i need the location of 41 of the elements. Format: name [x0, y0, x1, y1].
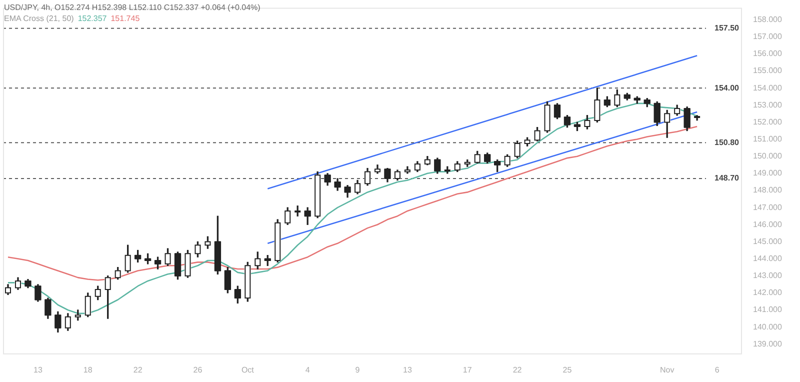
- y-tick-label: 147.000: [753, 202, 782, 212]
- x-tick-label: 18: [83, 365, 93, 374]
- x-tick-label: 6: [714, 365, 720, 374]
- ref-line-label: 150.80: [714, 138, 740, 147]
- y-tick-label: 140.000: [753, 322, 782, 332]
- y-tick-label: 145.000: [753, 236, 782, 246]
- y-tick-label: 144.000: [753, 254, 782, 263]
- x-tick-label: Nov: [660, 365, 674, 374]
- y-tick-label: 158.000: [753, 14, 782, 24]
- y-tick-label: 150.000: [753, 152, 782, 161]
- x-tick-label: 4: [305, 365, 310, 374]
- x-tick-label: 22: [133, 365, 143, 374]
- annotation: EMA Cross (21, 50): [4, 14, 74, 23]
- y-tick-label: 142.000: [753, 288, 782, 298]
- x-tick-label: 13: [403, 365, 412, 374]
- annotation: 151.745: [110, 14, 140, 23]
- x-tick-label: 22: [512, 365, 522, 374]
- y-tick-label: 157.000: [753, 32, 782, 42]
- x-tick-label: 25: [562, 365, 572, 374]
- x-tick-label: 17: [462, 365, 472, 374]
- y-tick-label: 149.000: [753, 168, 782, 178]
- x-tick-label: 9: [355, 365, 360, 374]
- y-tick-label: 148.000: [753, 186, 782, 195]
- y-tick-label: 143.000: [753, 271, 782, 280]
- y-tick-label: 141.000: [753, 305, 782, 314]
- x-tick-label: 13: [34, 365, 43, 374]
- y-tick-label: 146.000: [753, 220, 782, 229]
- ref-line-label: 154.00: [714, 83, 740, 92]
- ref-line-label: 157.50: [714, 23, 740, 32]
- ref-line-label: 148.70: [714, 174, 740, 183]
- x-tick-label: Oct: [241, 365, 255, 374]
- x-tick-label: 26: [193, 365, 203, 374]
- y-tick-label: 154.000: [753, 83, 782, 92]
- y-tick-label: 156.000: [753, 49, 782, 58]
- y-tick-label: 151.000: [753, 134, 782, 144]
- y-tick-label: 155.000: [753, 66, 782, 76]
- y-tick-label: 153.000: [753, 100, 782, 110]
- y-tick-label: 139.000: [753, 339, 782, 348]
- chart-title: USD/JPY, 4h, O152.274 H152.398 L152.110 C152.337 +0.064 (+0.04%): [4, 2, 260, 13]
- y-tick-label: 152.000: [753, 117, 782, 126]
- annotation: 152.357: [78, 14, 107, 23]
